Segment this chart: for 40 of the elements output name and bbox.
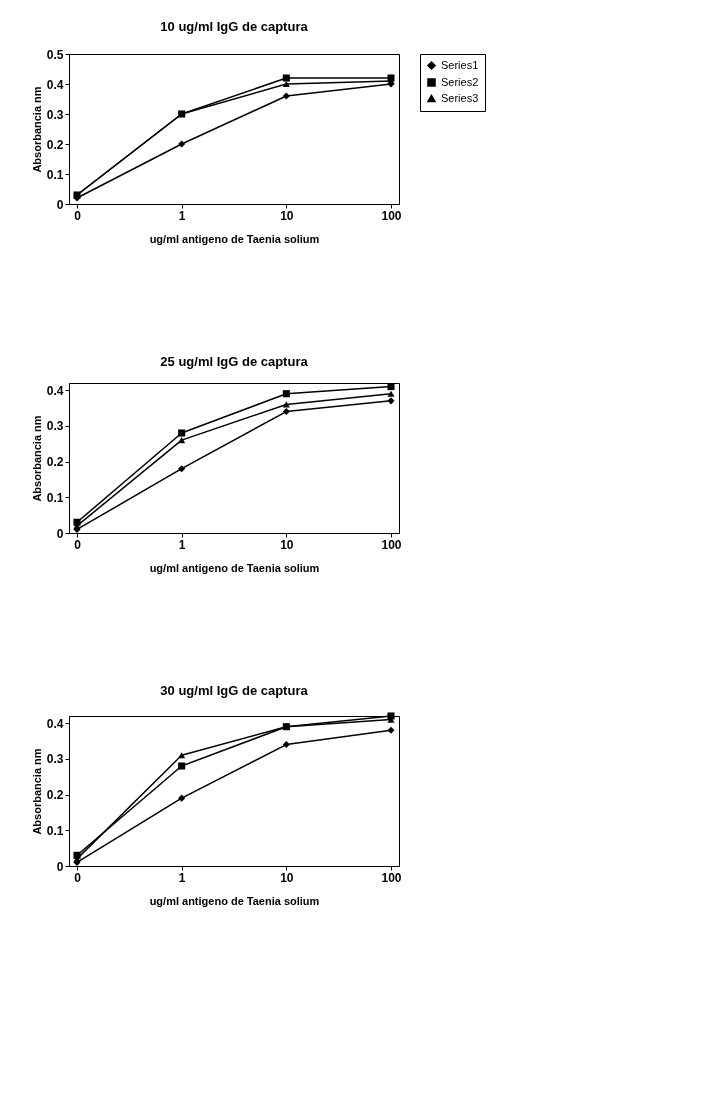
x-tick-label: 100 <box>381 870 402 885</box>
x-tick-label: 0 <box>74 537 82 552</box>
x-tick-label: 10 <box>280 870 294 885</box>
x-tick-label: 10 <box>280 208 294 223</box>
x-tick-label: 100 <box>381 537 402 552</box>
y-tick-label: 0.1 <box>46 823 64 838</box>
y-tick-label: 0.4 <box>46 77 64 92</box>
chart-title: 10 ug/ml IgG de captura <box>160 19 309 34</box>
x-tick-label: 100 <box>381 208 402 223</box>
x-tick-label: 1 <box>178 870 186 885</box>
y-tick-label: 0.3 <box>46 419 64 434</box>
y-tick-label: 0.4 <box>46 383 64 398</box>
legend-label: Series3 <box>441 91 479 104</box>
y-tick-label: 0.3 <box>46 752 64 767</box>
y-axis-title: Absorbancia nm <box>30 86 43 173</box>
x-axis-title: ug/ml antigeno de Taenia solium <box>149 561 320 574</box>
y-tick-label: 0.5 <box>46 47 64 62</box>
x-tick-label: 1 <box>178 208 186 223</box>
y-axis-title: Absorbancia nm <box>30 748 43 835</box>
y-tick-label: 0.3 <box>46 107 64 122</box>
legend-label: Series1 <box>441 58 479 71</box>
x-axis-title: ug/ml antigeno de Taenia solium <box>149 232 320 245</box>
y-tick-label: 0.2 <box>46 455 64 470</box>
x-tick-label: 0 <box>74 208 82 223</box>
x-tick-label: 0 <box>74 870 82 885</box>
y-tick-label: 0.2 <box>46 137 64 152</box>
x-tick-label: 10 <box>280 537 294 552</box>
legend-label: Series2 <box>441 75 479 88</box>
x-axis-title: ug/ml antigeno de Taenia solium <box>149 894 320 907</box>
y-tick-label: 0 <box>56 197 64 212</box>
y-tick-label: 0.1 <box>46 167 64 182</box>
y-tick-label: 0.1 <box>46 490 64 505</box>
x-tick-label: 1 <box>178 537 186 552</box>
chart-title: 30 ug/ml IgG de captura <box>160 683 309 699</box>
y-tick-label: 0.4 <box>46 716 64 731</box>
y-tick-label: 0 <box>56 859 64 874</box>
y-axis-title: Absorbancia nm <box>30 415 43 502</box>
chart-title: 25 ug/ml IgG de captura <box>160 354 309 369</box>
y-tick-label: 0.2 <box>46 788 64 803</box>
y-tick-label: 0 <box>56 526 64 541</box>
